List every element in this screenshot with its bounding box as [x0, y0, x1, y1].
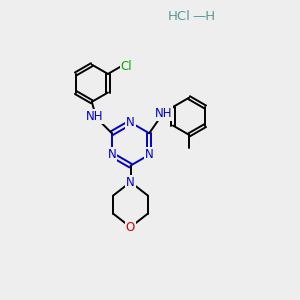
Text: NH: NH	[155, 107, 172, 120]
Text: N: N	[126, 176, 135, 189]
Text: HCl: HCl	[168, 10, 191, 23]
Text: N: N	[107, 148, 116, 161]
Text: Cl: Cl	[121, 60, 132, 73]
Text: O: O	[126, 220, 135, 234]
Text: N: N	[145, 148, 154, 161]
Text: N: N	[126, 116, 135, 129]
Text: —H: —H	[192, 10, 215, 23]
Text: NH: NH	[86, 110, 104, 123]
